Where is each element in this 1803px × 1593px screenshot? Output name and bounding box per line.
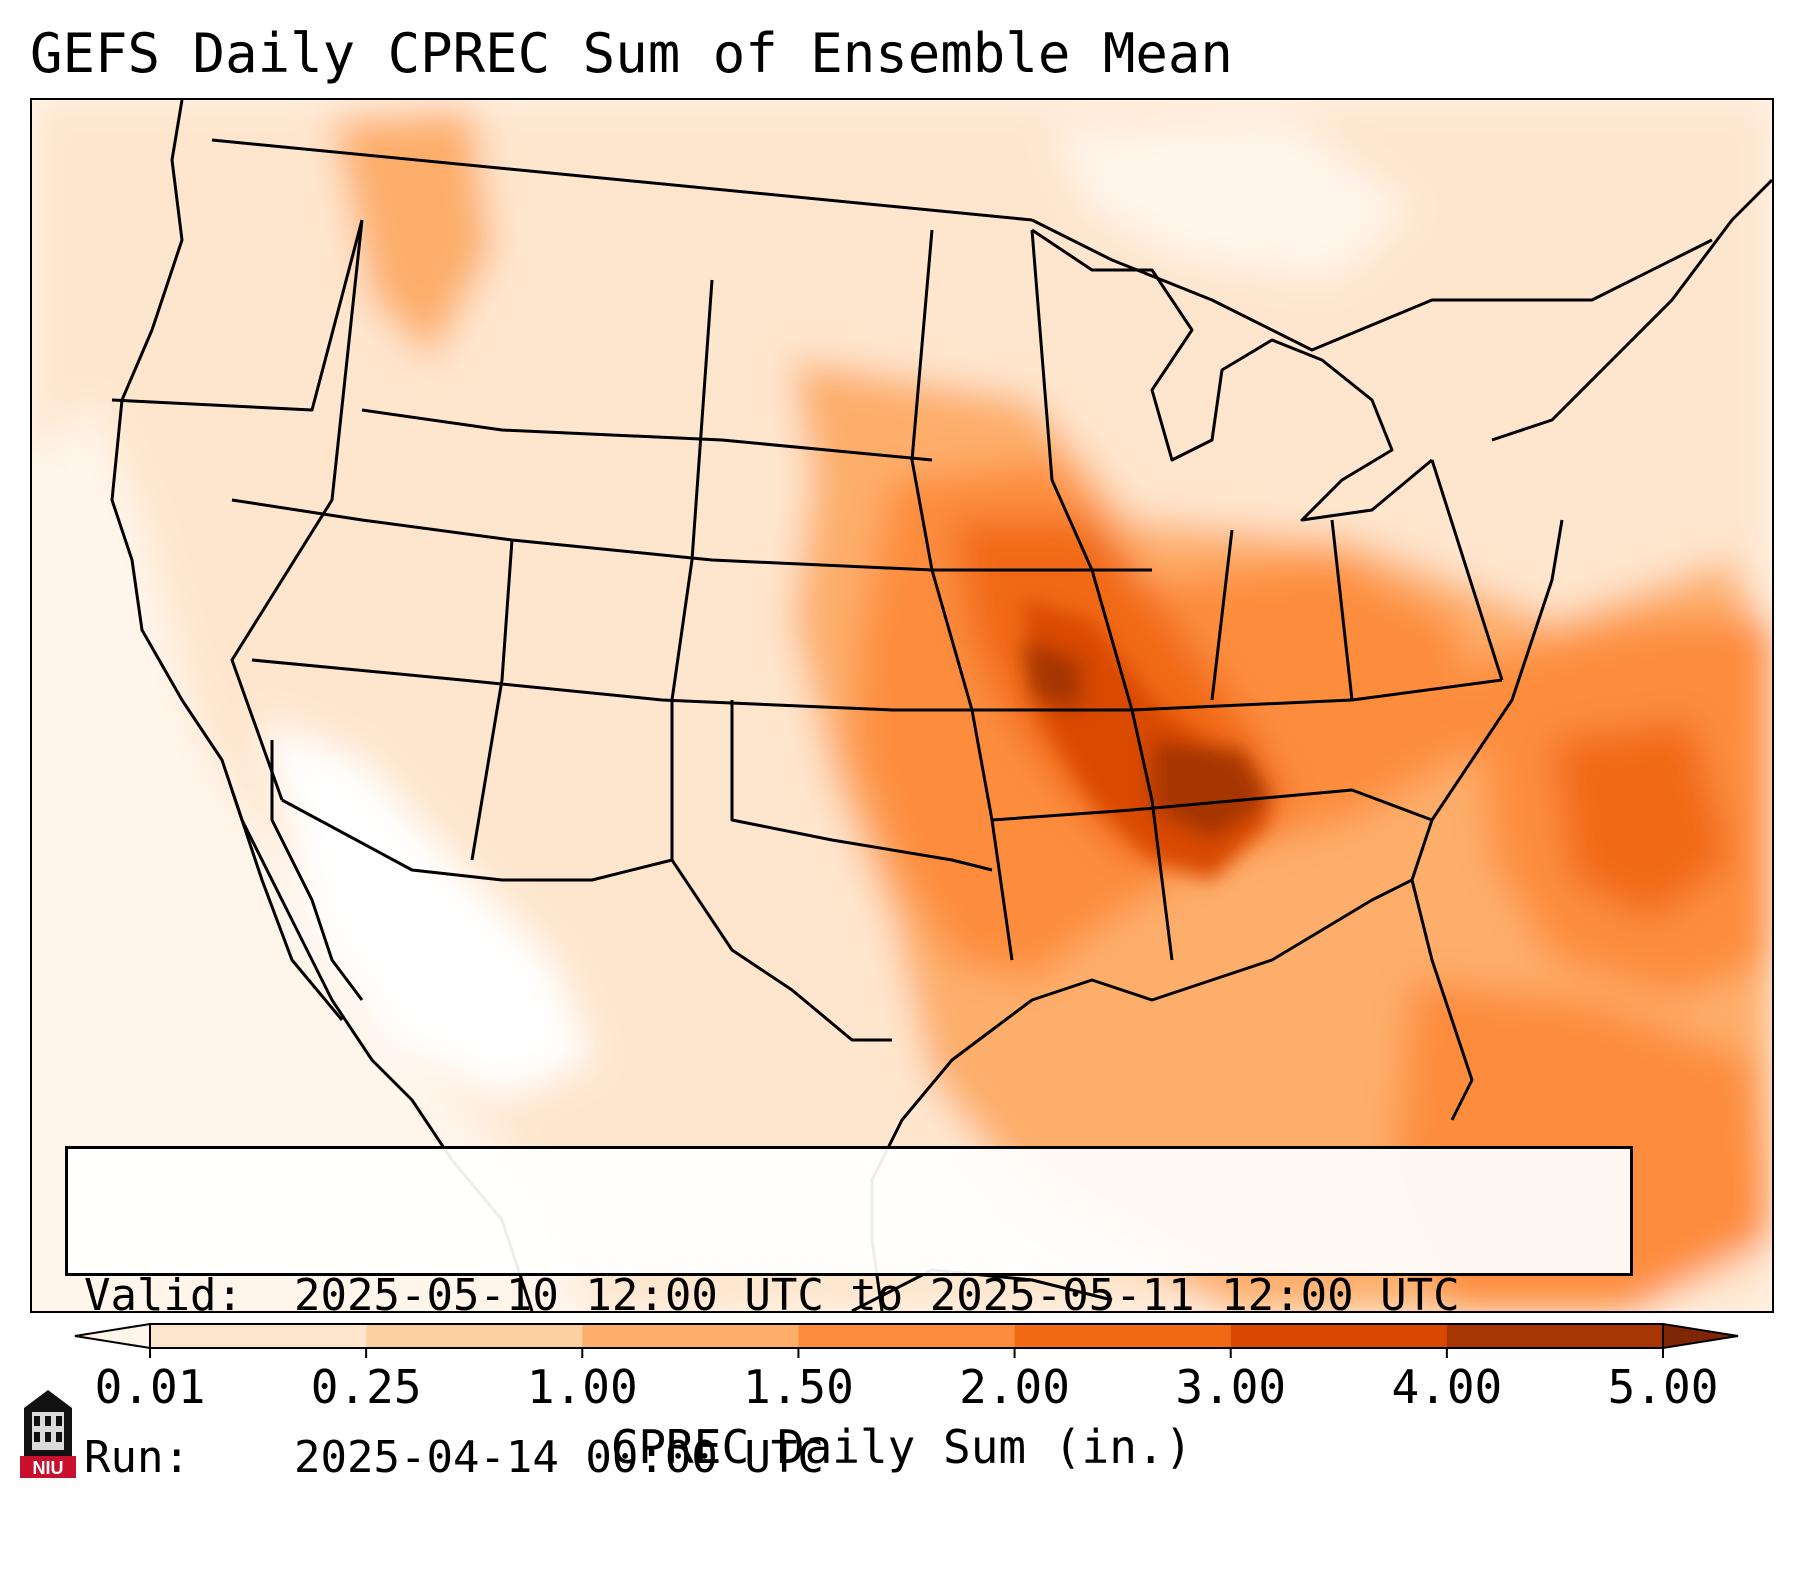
pacific-coastline [110,100,534,1311]
colorbar-extend-low [74,1322,151,1350]
mexico-border-line [230,789,344,1021]
new-england-coast [1491,178,1772,442]
colorbar-segment [1230,1324,1448,1348]
colorbar-frame [149,1323,1664,1349]
niu-logo: NIU [20,1390,76,1478]
precip-offshore [1552,720,1732,920]
state-lines-central-north [231,498,1152,572]
colorbar-segment [1446,1324,1664,1348]
colorbar-segment [1014,1324,1232,1348]
precip-max-missouri [1022,640,1082,710]
colorbar-segment [798,1324,1016,1348]
run-label: Run: [84,1432,190,1483]
page: GEFS Daily CPREC Sum of Ensemble Mean [20,22,1774,1483]
valid-row: Valid: 2025-05-10 12:00 UTC to 2025-05-11… [84,1269,1614,1323]
state-lines-northwest [111,219,364,412]
canada-border-east [1031,218,1713,352]
colorbar-tick-label: 5.00 [1607,1360,1719,1414]
colorbar-segment [582,1324,799,1348]
colorbar [74,1322,1739,1358]
colorbar-tick-label: 2.00 [959,1360,1070,1414]
colorbar-segment [150,1324,367,1348]
precip-max-tennessee [1152,740,1272,840]
precip-pacific-nw [332,110,492,360]
colorbar-tick-label: 4.00 [1391,1360,1503,1414]
baja-coastline [270,740,364,1001]
run-value: 2025-04-14 00:00 UTC [294,1432,824,1483]
state-lines-south [670,700,1433,872]
colorbar-tick-label: 0.01 [94,1360,206,1414]
precip-field [32,100,1772,1311]
colorbar-tick-label: 3.00 [1175,1360,1287,1414]
colorbar-tick-label: 1.50 [743,1360,854,1414]
canada-border-west [211,138,1033,222]
run-row: Run: 2025-04-14 00:00 UTC [84,1431,1614,1485]
valid-label: Valid: [84,1270,243,1321]
state-lines-northern-tier [361,408,933,462]
valid-value: 2025-05-10 12:00 UTC to 2025-05-11 12:00… [294,1270,1460,1321]
svg-text:NIU: NIU [33,1458,64,1478]
precip-none-southwest [262,720,592,1100]
colorbar-label: CPREC Daily Sum (in.) [610,1420,1193,1474]
precip-light-west [32,400,592,1311]
precip-core [1022,600,1272,880]
great-lakes-shore [1031,228,1433,522]
colorbar-tick-label: 0.25 [310,1360,422,1414]
precip-light-canada [1052,120,1412,280]
run-info-box: Valid: 2025-05-10 12:00 UTC to 2025-05-11… [65,1146,1633,1483]
colorbar-tick-label: 1.00 [526,1360,638,1414]
colorbar-segment [366,1324,583,1348]
colorbar-extend-high [1662,1322,1739,1350]
precipitation-map [30,98,1774,1313]
state-lines-vertical [230,219,1504,961]
map-svg [32,100,1772,1311]
page-title: GEFS Daily CPREC Sum of Ensemble Mean [30,22,1233,85]
